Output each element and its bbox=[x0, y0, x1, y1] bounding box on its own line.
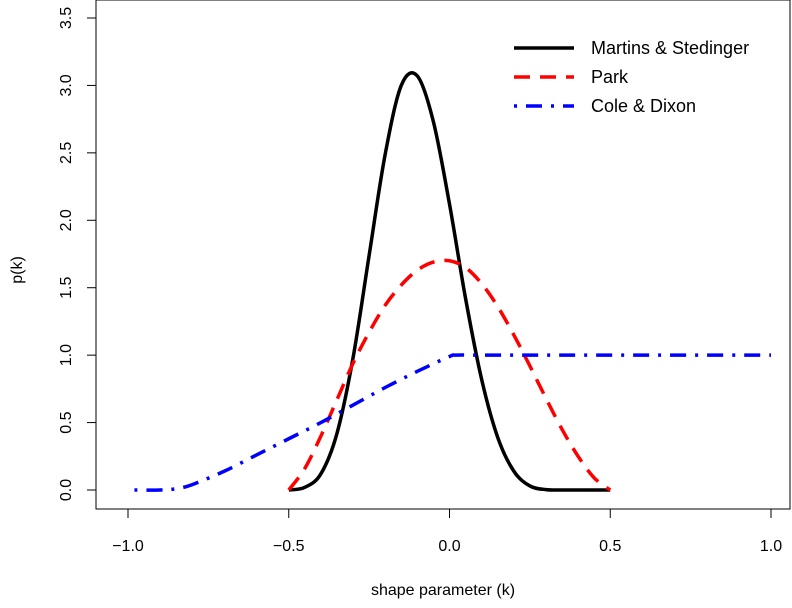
x-axis-title: shape parameter (k) bbox=[371, 582, 515, 599]
x-tick-label: 1.0 bbox=[760, 538, 782, 555]
x-tick-label: 0.0 bbox=[438, 538, 460, 555]
legend-label-cole-dixon: Cole & Dixon bbox=[591, 96, 696, 116]
x-axis: −1.0 −0.5 0.0 0.5 1.0 bbox=[112, 508, 782, 555]
y-tick-label: 2.0 bbox=[58, 209, 75, 231]
y-tick-label: 3.0 bbox=[58, 74, 75, 96]
plot-frame bbox=[95, 0, 791, 510]
y-tick-label: 0.5 bbox=[58, 411, 75, 433]
legend: Martins & Stedinger Park Cole & Dixon bbox=[514, 38, 749, 116]
series-line-park bbox=[287, 258, 612, 492]
y-tick-label: 3.5 bbox=[58, 7, 75, 29]
legend-label-park: Park bbox=[591, 67, 629, 87]
legend-label-martins-stedinger: Martins & Stedinger bbox=[591, 38, 749, 58]
y-tick-label: 0.0 bbox=[58, 479, 75, 501]
y-tick-label: 1.5 bbox=[58, 276, 75, 298]
series-layer bbox=[134, 71, 771, 492]
x-tick-label: 0.5 bbox=[599, 538, 621, 555]
y-tick-label: 2.5 bbox=[58, 142, 75, 164]
x-tick-label: −0.5 bbox=[273, 538, 305, 555]
y-axis: 0.0 0.5 1.0 1.5 2.0 2.5 3.0 3.5 bbox=[58, 7, 97, 501]
series-line-martins-stedinger bbox=[288, 71, 611, 492]
y-axis-title: p(k) bbox=[9, 256, 26, 284]
series-line-cole-dixon bbox=[134, 353, 771, 492]
y-tick-label: 1.0 bbox=[58, 344, 75, 366]
x-tick-label: −1.0 bbox=[112, 538, 144, 555]
